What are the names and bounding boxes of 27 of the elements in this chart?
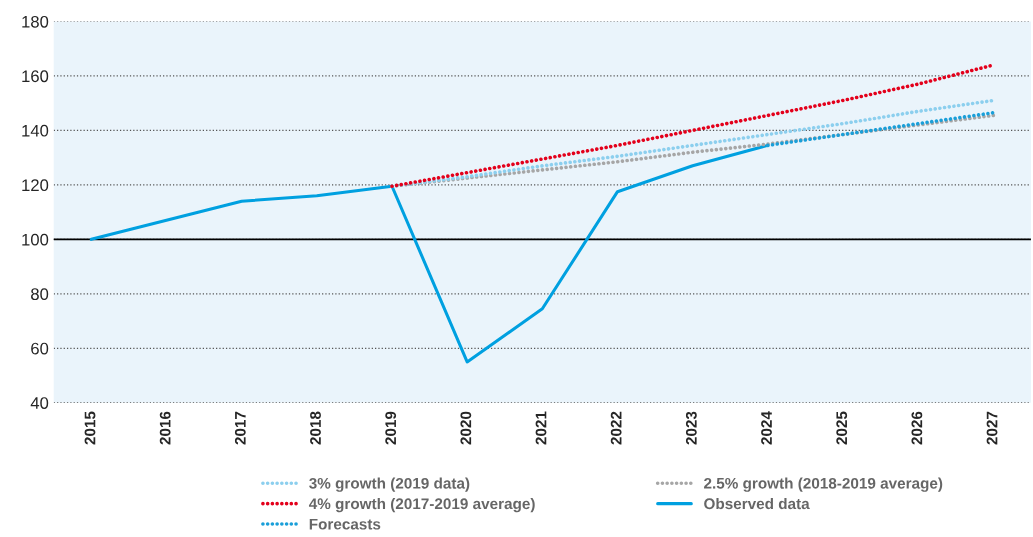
y-tick-label: 140 — [22, 124, 49, 137]
y-tick-label: 100 — [22, 233, 49, 246]
legend-label: Forecasts — [309, 518, 381, 530]
y-tick-label: 120 — [22, 179, 49, 192]
x-tick-label: 2025 — [836, 411, 848, 445]
x-tick-label: 2020 — [460, 411, 472, 445]
y-tick-label: 60 — [31, 342, 49, 355]
x-tick-label: 2026 — [911, 411, 923, 445]
x-tick-label: 2021 — [535, 411, 547, 445]
x-tick-label: 2015 — [84, 411, 96, 445]
x-tick-label: 2027 — [986, 411, 998, 445]
x-tick-label: 2018 — [310, 411, 321, 445]
legend-label: Observed data — [704, 497, 810, 510]
y-tick-label: 180 — [22, 15, 49, 28]
x-tick-label: 2017 — [234, 411, 246, 445]
x-tick-label: 2022 — [610, 411, 622, 445]
y-tick-label: 80 — [31, 288, 49, 301]
legend-label: 4% growth (2017-2019 average) — [308, 497, 535, 513]
y-tick-label: 160 — [22, 70, 49, 83]
line-series — [766, 110, 996, 148]
x-tick-label: 2024 — [761, 411, 772, 445]
y-tick-label: 40 — [30, 397, 49, 409]
x-tick-label: 2016 — [159, 411, 171, 445]
legend-label: 3% growth (2019 data) — [309, 477, 470, 492]
legend-label: 2.5% growth (2018-2019 average) — [704, 477, 943, 492]
x-tick-label: 2019 — [385, 411, 397, 445]
x-tick-label: 2023 — [685, 411, 697, 445]
